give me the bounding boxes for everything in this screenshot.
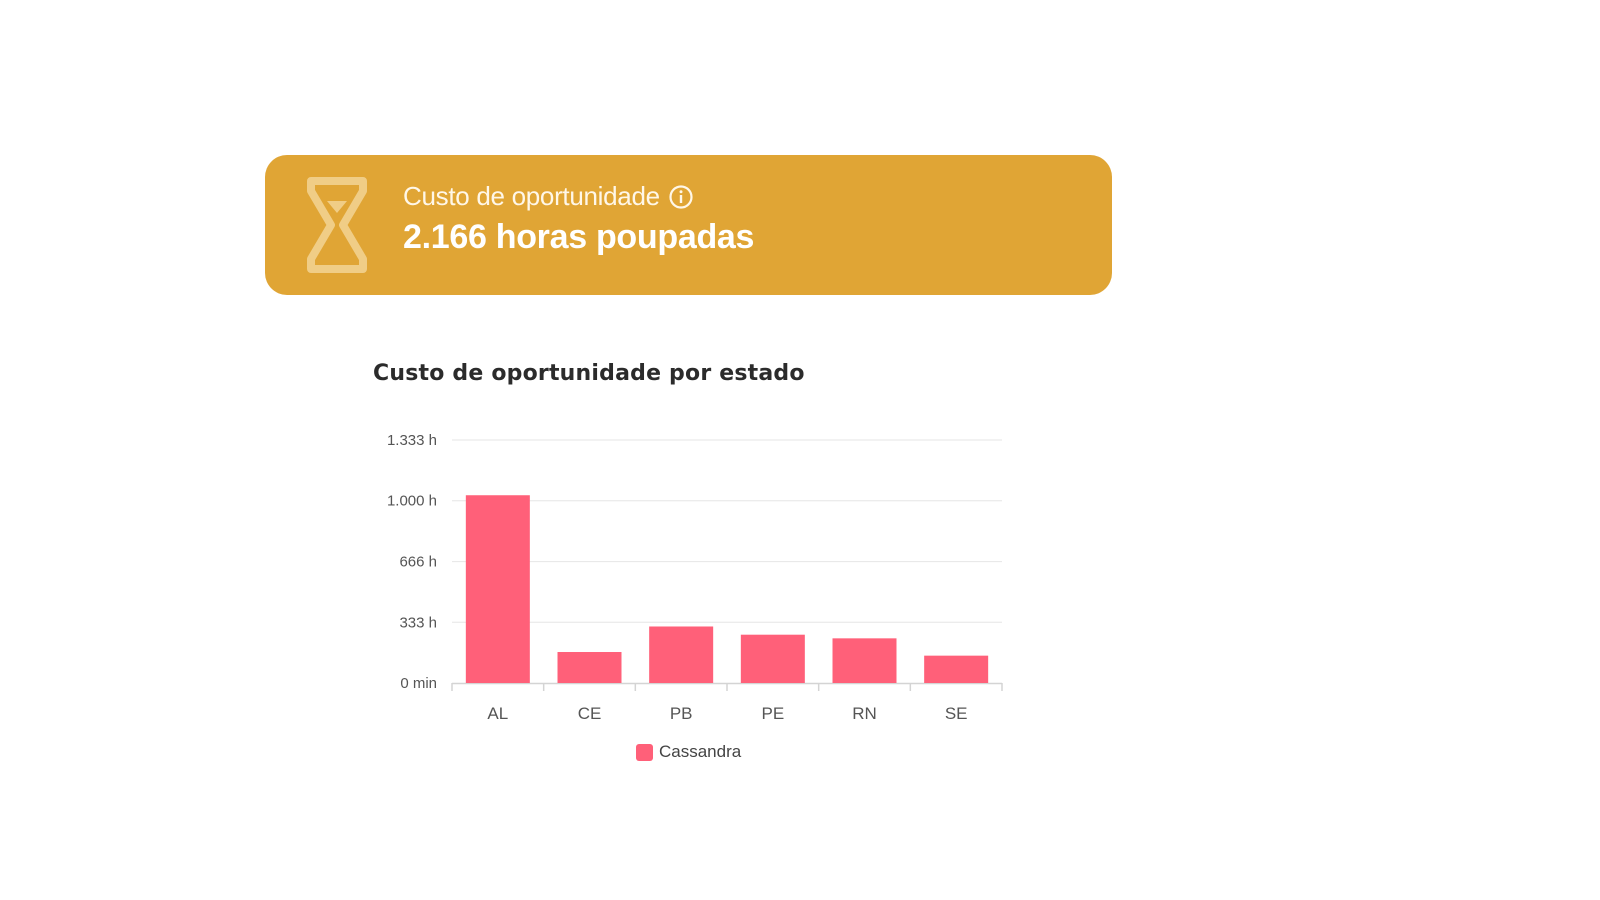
y-tick-label: 1.000 h	[387, 493, 437, 510]
x-tick-label: PE	[761, 704, 784, 723]
opportunity-cost-card: Custo de oportunidade 2.166 horas poupad…	[265, 155, 1112, 295]
bar-pe[interactable]	[740, 634, 805, 683]
kpi-value: 2.166 horas poupadas	[403, 218, 755, 256]
kpi-label-row: Custo de oportunidade	[403, 181, 754, 212]
x-tick-label: SE	[945, 704, 968, 723]
info-icon[interactable]	[668, 184, 694, 210]
y-tick-label: 666 h	[399, 554, 437, 571]
hourglass-icon	[307, 177, 367, 273]
x-tick-label: CE	[578, 704, 602, 723]
chart-title: Custo de oportunidade por estado	[373, 361, 805, 386]
y-tick-label: 1.333 h	[387, 432, 437, 449]
kpi-text-block: Custo de oportunidade 2.166 horas poupad…	[403, 181, 754, 257]
bar-rn[interactable]	[832, 638, 897, 683]
legend-label-cassandra: Cassandra	[659, 742, 742, 761]
x-tick-label: AL	[487, 704, 508, 723]
chart-legend[interactable]: Cassandra	[636, 742, 741, 762]
y-tick-label: 0 min	[400, 675, 437, 692]
bar-al[interactable]	[465, 495, 530, 683]
y-tick-label: 333 h	[399, 614, 437, 631]
bar-ce[interactable]	[557, 652, 622, 683]
bar-pb[interactable]	[649, 626, 714, 683]
x-tick-label: PB	[670, 704, 693, 723]
bar-se[interactable]	[924, 655, 989, 683]
x-tick-label: RN	[852, 704, 877, 723]
legend-swatch-cassandra	[636, 743, 653, 761]
kpi-label: Custo de oportunidade	[403, 181, 660, 211]
